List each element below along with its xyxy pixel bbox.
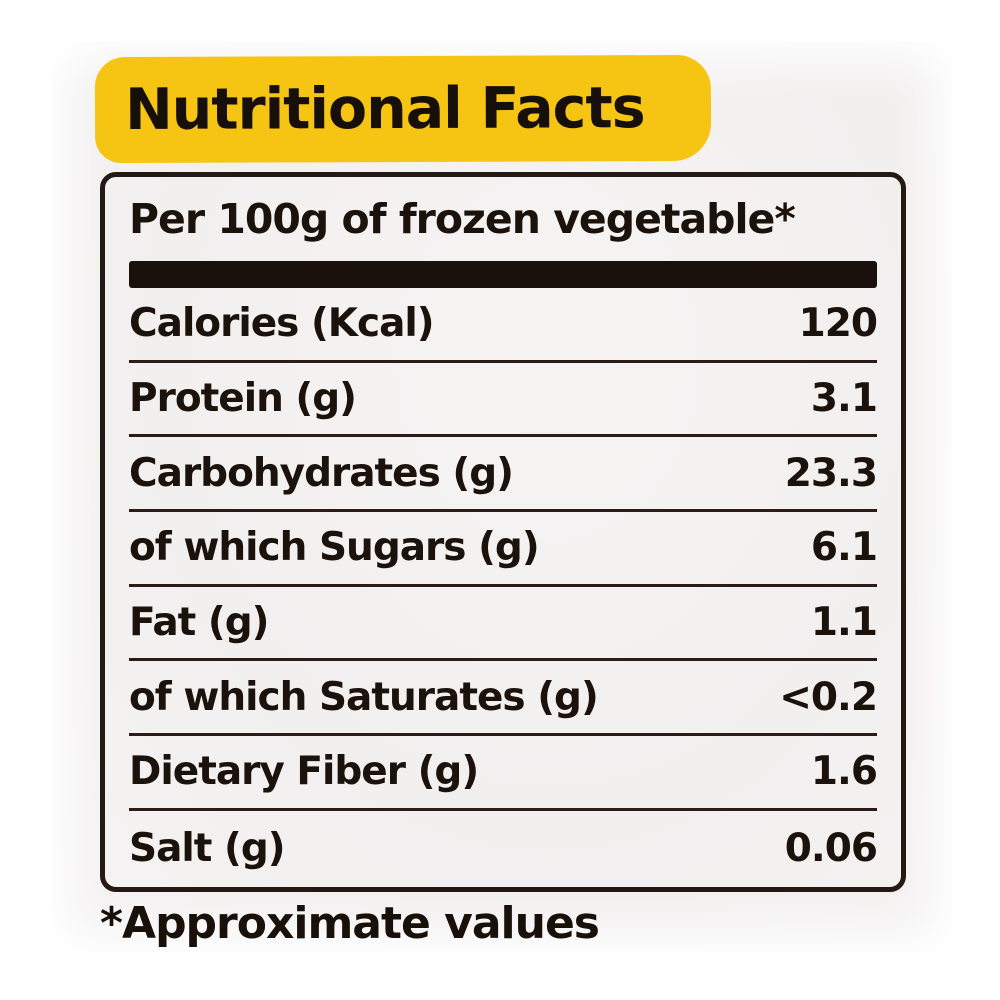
table-row: Dietary Fiber (g) 1.6 xyxy=(129,736,878,811)
row-label: Fat (g) xyxy=(129,600,269,646)
table-row: Salt (g) 0.06 xyxy=(129,811,878,886)
title-highlight: Nutritional Facts xyxy=(94,54,712,164)
photo-background xyxy=(52,42,952,952)
table-row: of which Sugars (g) 6.1 xyxy=(129,512,878,587)
table-row: Protein (g) 3.1 xyxy=(129,363,878,438)
nutrition-panel: Per 100g of frozen vegetable* Calories (… xyxy=(100,172,906,892)
row-value: 1.1 xyxy=(810,600,878,646)
row-label: of which Sugars (g) xyxy=(129,525,540,571)
row-label: Calories (Kcal) xyxy=(129,301,435,347)
row-value: 23.3 xyxy=(784,450,878,496)
row-value: 6.1 xyxy=(810,525,878,571)
row-label: of which Saturates (g) xyxy=(129,674,599,720)
nutrition-rows: Calories (Kcal) 120 Protein (g) 3.1 Carb… xyxy=(129,288,878,886)
table-row: Fat (g) 1.1 xyxy=(129,587,878,662)
row-value: <0.2 xyxy=(779,674,878,720)
row-value: 3.1 xyxy=(810,376,878,422)
table-row: of which Saturates (g) <0.2 xyxy=(129,661,878,737)
row-label: Salt (g) xyxy=(129,825,286,871)
row-label: Dietary Fiber (g) xyxy=(129,749,479,795)
serving-header: Per 100g of frozen vegetable* xyxy=(129,195,796,243)
page-title: Nutritional Facts xyxy=(124,75,645,143)
row-value: 1.6 xyxy=(810,749,878,795)
divider-bar xyxy=(129,261,877,288)
row-label: Protein (g) xyxy=(129,376,357,422)
table-row: Calories (Kcal) 120 xyxy=(129,288,878,363)
approximate-values-footnote: *Approximate values xyxy=(100,898,600,949)
row-value: 120 xyxy=(798,301,878,347)
row-label: Carbohydrates (g) xyxy=(129,450,514,496)
table-row: Carbohydrates (g) 23.3 xyxy=(129,437,878,513)
row-value: 0.06 xyxy=(784,825,878,871)
